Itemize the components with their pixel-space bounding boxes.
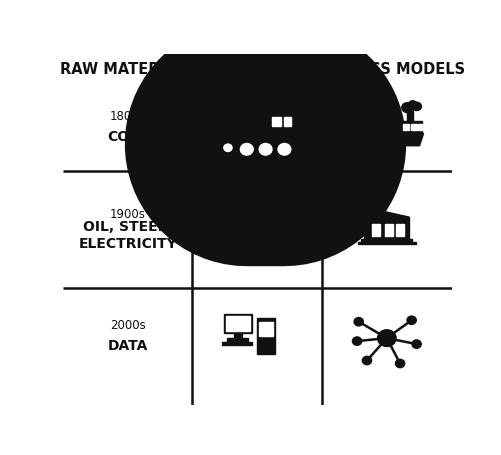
Circle shape: [352, 337, 361, 345]
Circle shape: [230, 92, 241, 101]
Bar: [258, 328, 273, 331]
Bar: [372, 225, 380, 236]
Bar: [374, 199, 382, 217]
Text: 1800s: 1800s: [110, 109, 145, 122]
Polygon shape: [364, 209, 408, 217]
Bar: [269, 113, 293, 136]
Bar: [384, 225, 392, 236]
Polygon shape: [377, 134, 423, 147]
Bar: [226, 108, 233, 121]
Circle shape: [234, 140, 258, 161]
Circle shape: [224, 90, 234, 99]
Bar: [284, 117, 291, 127]
Bar: [272, 117, 281, 127]
Circle shape: [272, 140, 296, 161]
Circle shape: [223, 145, 231, 152]
Text: OIL, STEEL,
ELECTRICITY: OIL, STEEL, ELECTRICITY: [78, 220, 177, 250]
Bar: [220, 136, 286, 139]
Text: MACHINES: MACHINES: [213, 62, 301, 77]
Bar: [397, 122, 421, 134]
Circle shape: [278, 144, 290, 156]
Bar: [223, 107, 235, 110]
Circle shape: [362, 357, 371, 365]
Circle shape: [254, 140, 277, 161]
Text: COAL: COAL: [107, 130, 148, 144]
Circle shape: [220, 142, 235, 155]
Circle shape: [216, 92, 228, 103]
Circle shape: [240, 144, 253, 156]
Circle shape: [259, 144, 272, 156]
Bar: [410, 124, 416, 131]
Bar: [225, 316, 249, 332]
Circle shape: [377, 330, 395, 347]
Bar: [223, 314, 251, 334]
Bar: [220, 121, 276, 137]
Bar: [258, 333, 273, 336]
Circle shape: [408, 101, 416, 109]
Circle shape: [272, 237, 276, 241]
Circle shape: [379, 136, 385, 142]
Circle shape: [411, 103, 420, 111]
Circle shape: [215, 124, 226, 133]
Text: DATA: DATA: [107, 339, 148, 352]
Circle shape: [353, 318, 363, 326]
Bar: [365, 195, 372, 217]
Circle shape: [395, 359, 404, 368]
Bar: [406, 110, 412, 122]
Bar: [221, 342, 251, 345]
Text: RAW MATERIALS: RAW MATERIALS: [60, 62, 195, 77]
Circle shape: [235, 237, 239, 241]
Circle shape: [406, 316, 415, 325]
Circle shape: [236, 95, 245, 103]
Bar: [256, 319, 275, 354]
Bar: [357, 243, 415, 245]
Circle shape: [242, 115, 254, 126]
Bar: [361, 239, 411, 243]
Circle shape: [401, 103, 412, 113]
Circle shape: [411, 340, 420, 349]
Text: BUSINESS MODELS: BUSINESS MODELS: [308, 62, 464, 77]
Bar: [402, 124, 408, 131]
Bar: [254, 192, 284, 197]
Bar: [417, 124, 423, 131]
Bar: [233, 334, 241, 339]
Text: 1900s: 1900s: [110, 207, 145, 221]
Bar: [232, 214, 282, 226]
Bar: [249, 207, 272, 214]
Bar: [258, 323, 273, 326]
Text: 2000s: 2000s: [110, 318, 145, 331]
Bar: [364, 217, 408, 241]
Bar: [226, 338, 248, 341]
Bar: [396, 225, 404, 236]
